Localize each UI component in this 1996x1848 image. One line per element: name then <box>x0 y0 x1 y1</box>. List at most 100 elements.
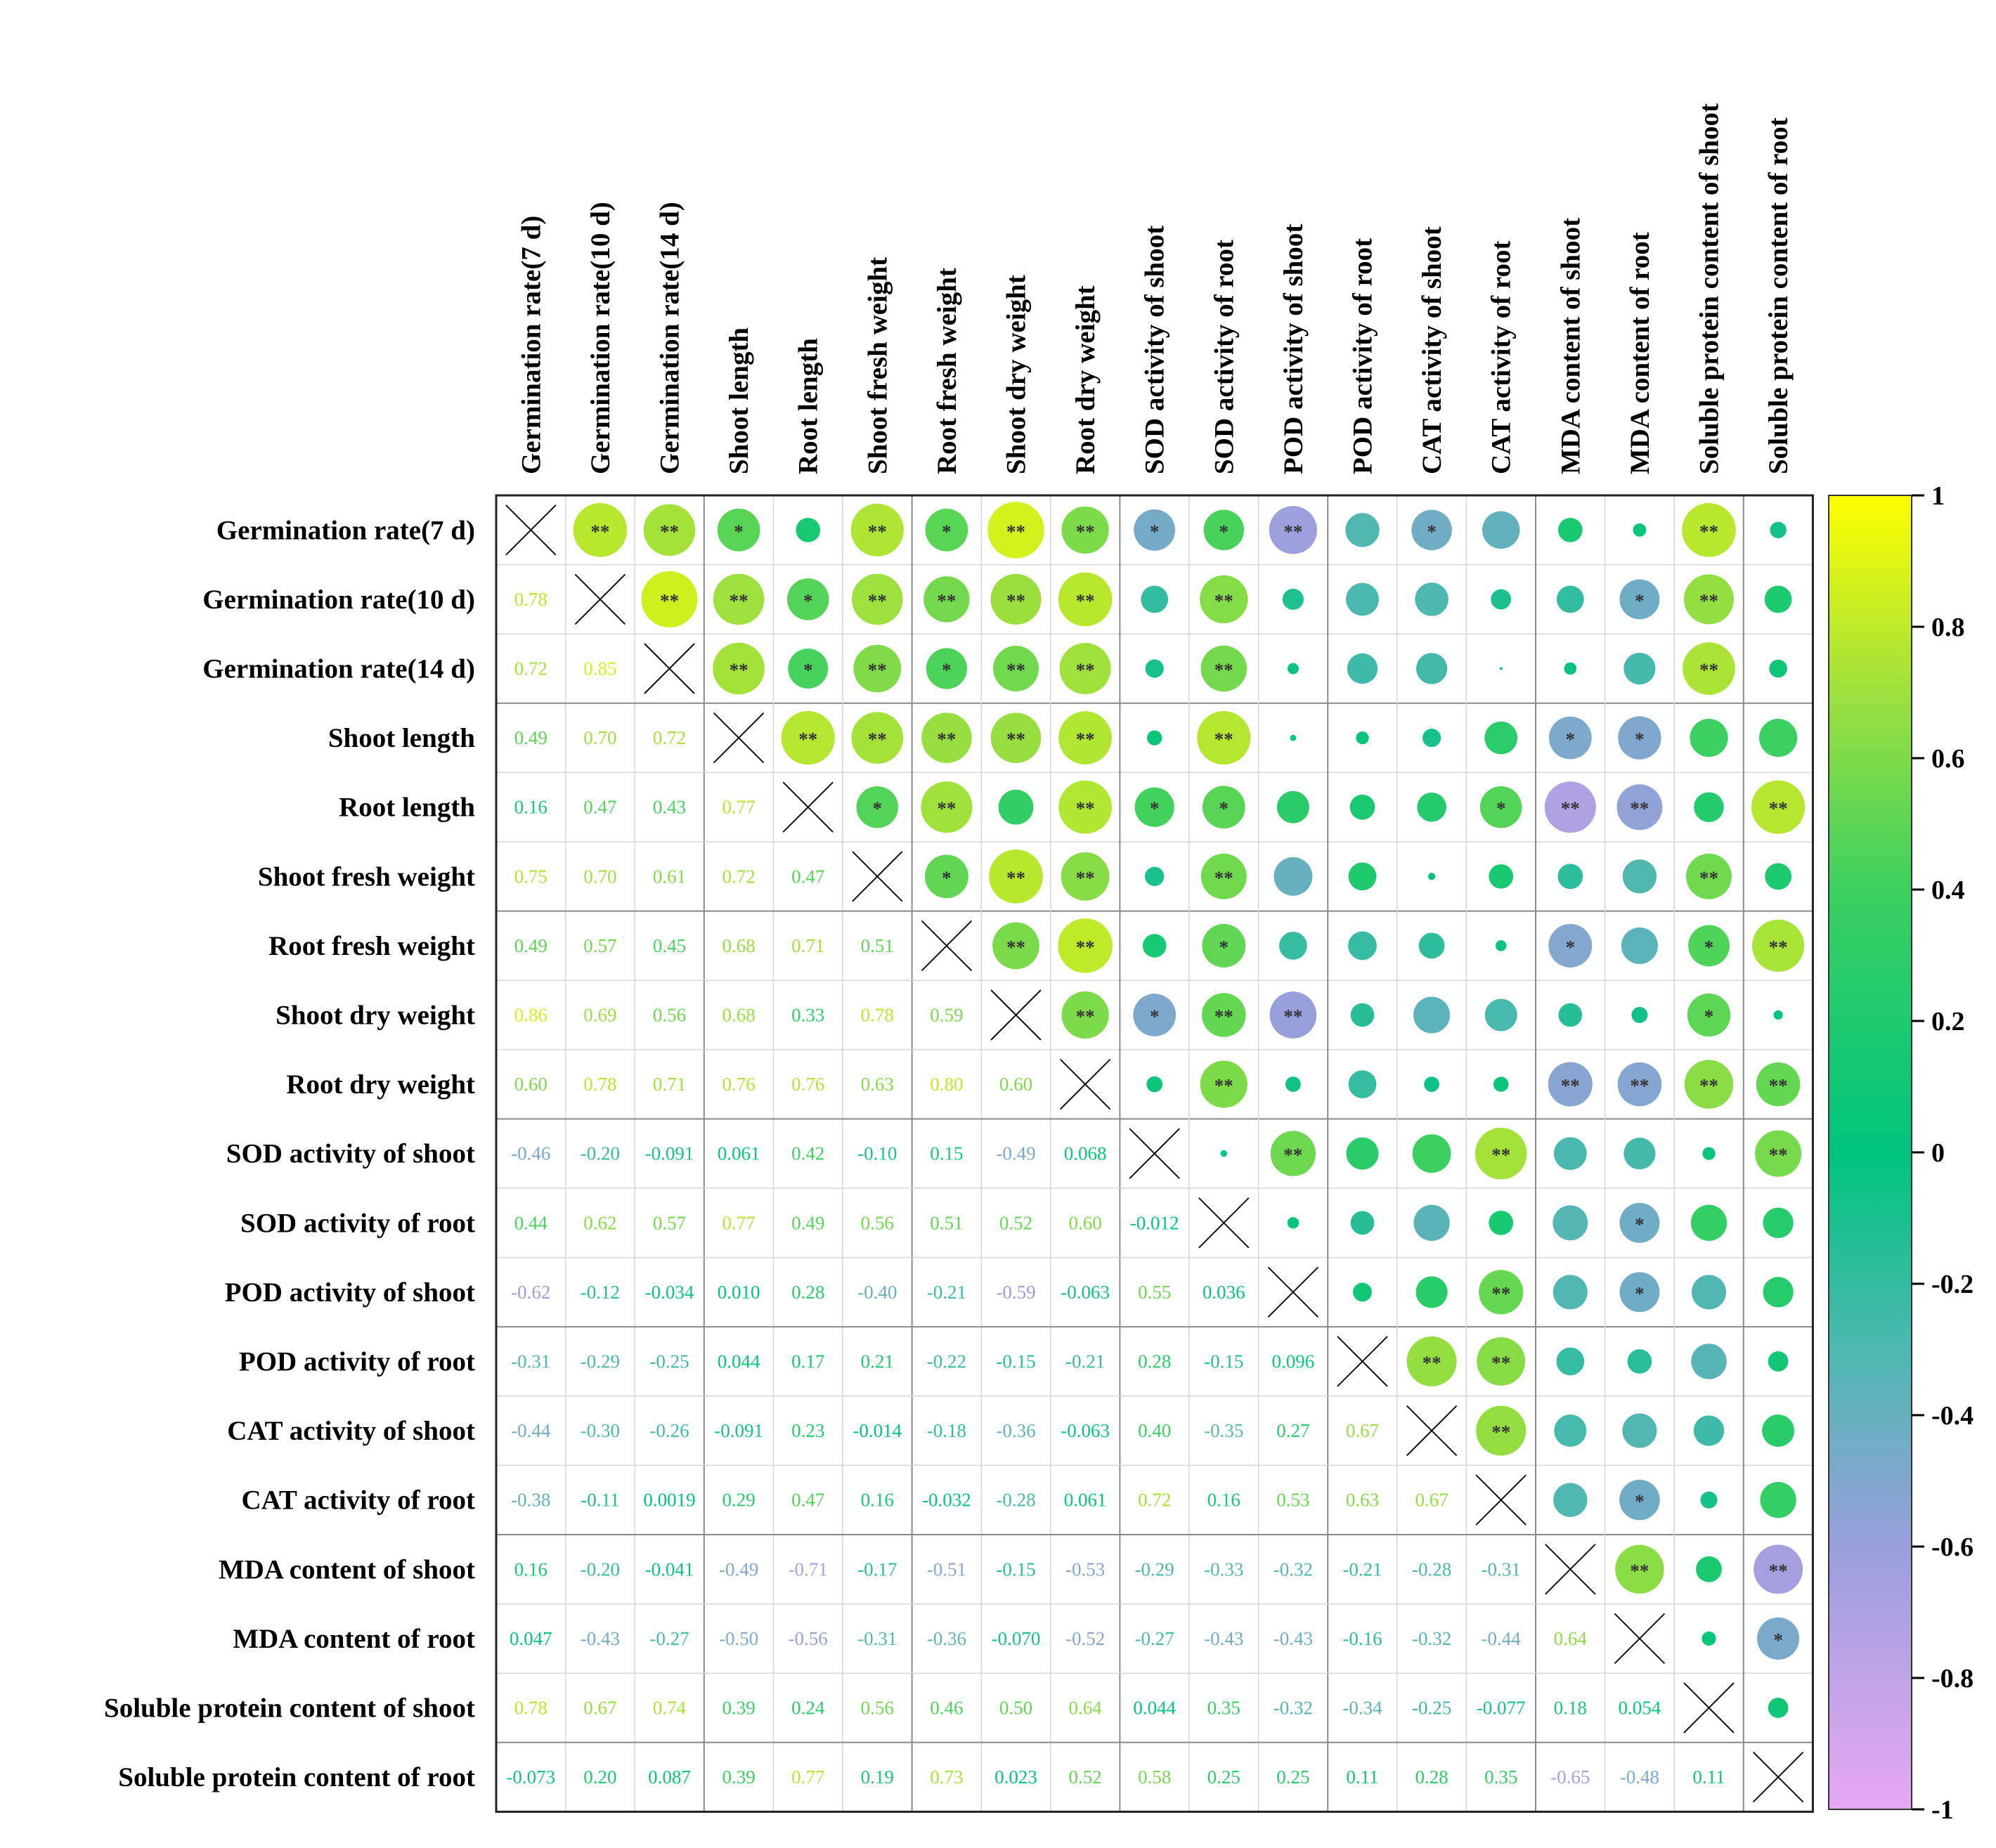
matrix-grid <box>495 494 1814 1813</box>
correlation-circle <box>1499 667 1503 670</box>
row-label: Germination rate(14 d) <box>202 654 475 684</box>
correlation-circle <box>1619 1272 1660 1313</box>
correlation-circle <box>1061 852 1110 901</box>
correlation-value: 0.43 <box>653 797 686 818</box>
correlation-circle <box>1564 662 1577 675</box>
correlation-circle <box>1415 653 1448 684</box>
correlation-value: 0.63 <box>861 1074 894 1095</box>
correlation-circle <box>781 711 835 765</box>
significance-mark: ** <box>1283 1145 1302 1166</box>
correlation-circle <box>1479 786 1522 828</box>
correlation-circle <box>1424 1076 1439 1092</box>
correlation-circle <box>1691 1343 1727 1379</box>
correlation-value: 0.78 <box>583 1074 616 1095</box>
correlation-value: 0.047 <box>510 1628 552 1649</box>
correlation-circle <box>1682 502 1736 557</box>
correlation-circle <box>1142 934 1167 958</box>
correlation-value: -0.31 <box>1482 1559 1521 1580</box>
correlation-value: -0.21 <box>927 1282 966 1303</box>
correlation-circle <box>1200 575 1248 624</box>
correlation-circle <box>1274 857 1313 896</box>
correlation-circle <box>1279 932 1307 960</box>
correlation-circle <box>1760 1482 1796 1518</box>
correlation-circle <box>1556 585 1584 613</box>
correlation-value: 0.80 <box>930 1074 963 1095</box>
correlation-circle <box>1770 521 1787 539</box>
significance-mark: ** <box>1699 867 1718 888</box>
correlation-value: 0.096 <box>1272 1351 1315 1372</box>
correlation-circle <box>1059 642 1111 695</box>
correlation-value: 0.010 <box>718 1282 760 1303</box>
significance-mark: ** <box>937 798 956 819</box>
correlation-circle <box>1556 1347 1585 1376</box>
significance-mark: * <box>942 521 952 542</box>
significance-mark: ** <box>868 590 887 611</box>
significance-mark: * <box>1773 1629 1783 1651</box>
correlation-circle <box>1763 1277 1794 1308</box>
significance-mark: ** <box>868 729 887 750</box>
correlation-circle <box>1548 716 1592 760</box>
correlation-circle <box>1688 925 1730 967</box>
correlation-circle <box>1495 940 1507 951</box>
correlation-circle <box>1768 1351 1789 1372</box>
diagonal-cross <box>1337 1336 1388 1387</box>
diagonal-cross <box>505 505 557 556</box>
correlation-circle <box>1356 731 1369 745</box>
column-labels: Germination rate(7 d) Germination rate(10… <box>516 103 1794 474</box>
correlation-value: 0.53 <box>1276 1490 1309 1511</box>
correlation-circle <box>1134 787 1174 827</box>
correlation-value: -0.26 <box>649 1420 689 1441</box>
correlation-value: -0.36 <box>996 1420 1035 1441</box>
correlation-value: 0.061 <box>1064 1490 1107 1511</box>
correlation-value: -0.43 <box>1204 1628 1243 1649</box>
correlation-circle <box>1276 790 1309 824</box>
significance-mark: * <box>1704 1006 1714 1027</box>
correlation-circle <box>1479 1270 1524 1315</box>
colorbar-tick-label: 0.8 <box>1931 613 1965 642</box>
significance-mark: ** <box>1006 867 1025 888</box>
colorbar-tick-label: -0.4 <box>1931 1401 1974 1431</box>
correlation-circle <box>1348 862 1377 891</box>
correlation-value: 0.77 <box>722 1212 755 1233</box>
correlation-value: 0.18 <box>1554 1698 1587 1719</box>
correlation-value: -0.063 <box>1061 1282 1110 1303</box>
diagonal-cross <box>921 920 973 972</box>
correlation-value: 0.49 <box>514 727 547 748</box>
significance-mark: ** <box>1076 660 1095 681</box>
significance-mark: ** <box>1630 798 1649 819</box>
correlation-circle <box>1754 1544 1803 1594</box>
column-label: Shoot dry weight <box>1002 275 1032 474</box>
correlation-value: 0.68 <box>722 935 755 956</box>
correlation-circle <box>992 922 1039 970</box>
row-label: Root length <box>339 793 475 823</box>
correlation-value: 0.51 <box>930 1212 963 1233</box>
correlation-circle <box>1200 1060 1248 1108</box>
significance-mark: ** <box>1006 590 1025 611</box>
correlation-value: -0.51 <box>927 1559 966 1580</box>
diagonal-cross <box>1406 1405 1458 1457</box>
correlation-value: 0.67 <box>1415 1490 1448 1511</box>
correlation-circle <box>1347 653 1378 684</box>
colorbar-tick-label: 0.4 <box>1931 876 1965 905</box>
correlation-value: 0.62 <box>583 1212 616 1233</box>
correlation-circle <box>1621 927 1658 964</box>
correlation-circle <box>926 648 968 689</box>
correlation-circle <box>925 508 968 552</box>
correlation-value: -0.077 <box>1477 1698 1526 1719</box>
correlation-value: -0.17 <box>857 1559 897 1580</box>
correlation-value: 0.44 <box>514 1212 548 1233</box>
correlation-circle <box>1769 659 1787 678</box>
significance-mark: * <box>1219 521 1229 542</box>
significance-mark: ** <box>1076 1006 1095 1027</box>
column-label: Germination rate(14 d) <box>655 202 685 474</box>
correlation-value: 0.60 <box>1068 1212 1101 1233</box>
correlation-circle <box>1482 511 1520 549</box>
significance-mark: * <box>1150 1006 1160 1027</box>
correlation-circle <box>1554 1414 1587 1447</box>
correlation-value: 0.0019 <box>643 1490 695 1511</box>
correlation-circle <box>1686 853 1732 899</box>
significance-mark: ** <box>730 590 748 611</box>
correlation-value: -0.56 <box>789 1628 828 1649</box>
correlation-circle <box>1058 918 1113 973</box>
correlation-value: 0.47 <box>583 797 616 818</box>
